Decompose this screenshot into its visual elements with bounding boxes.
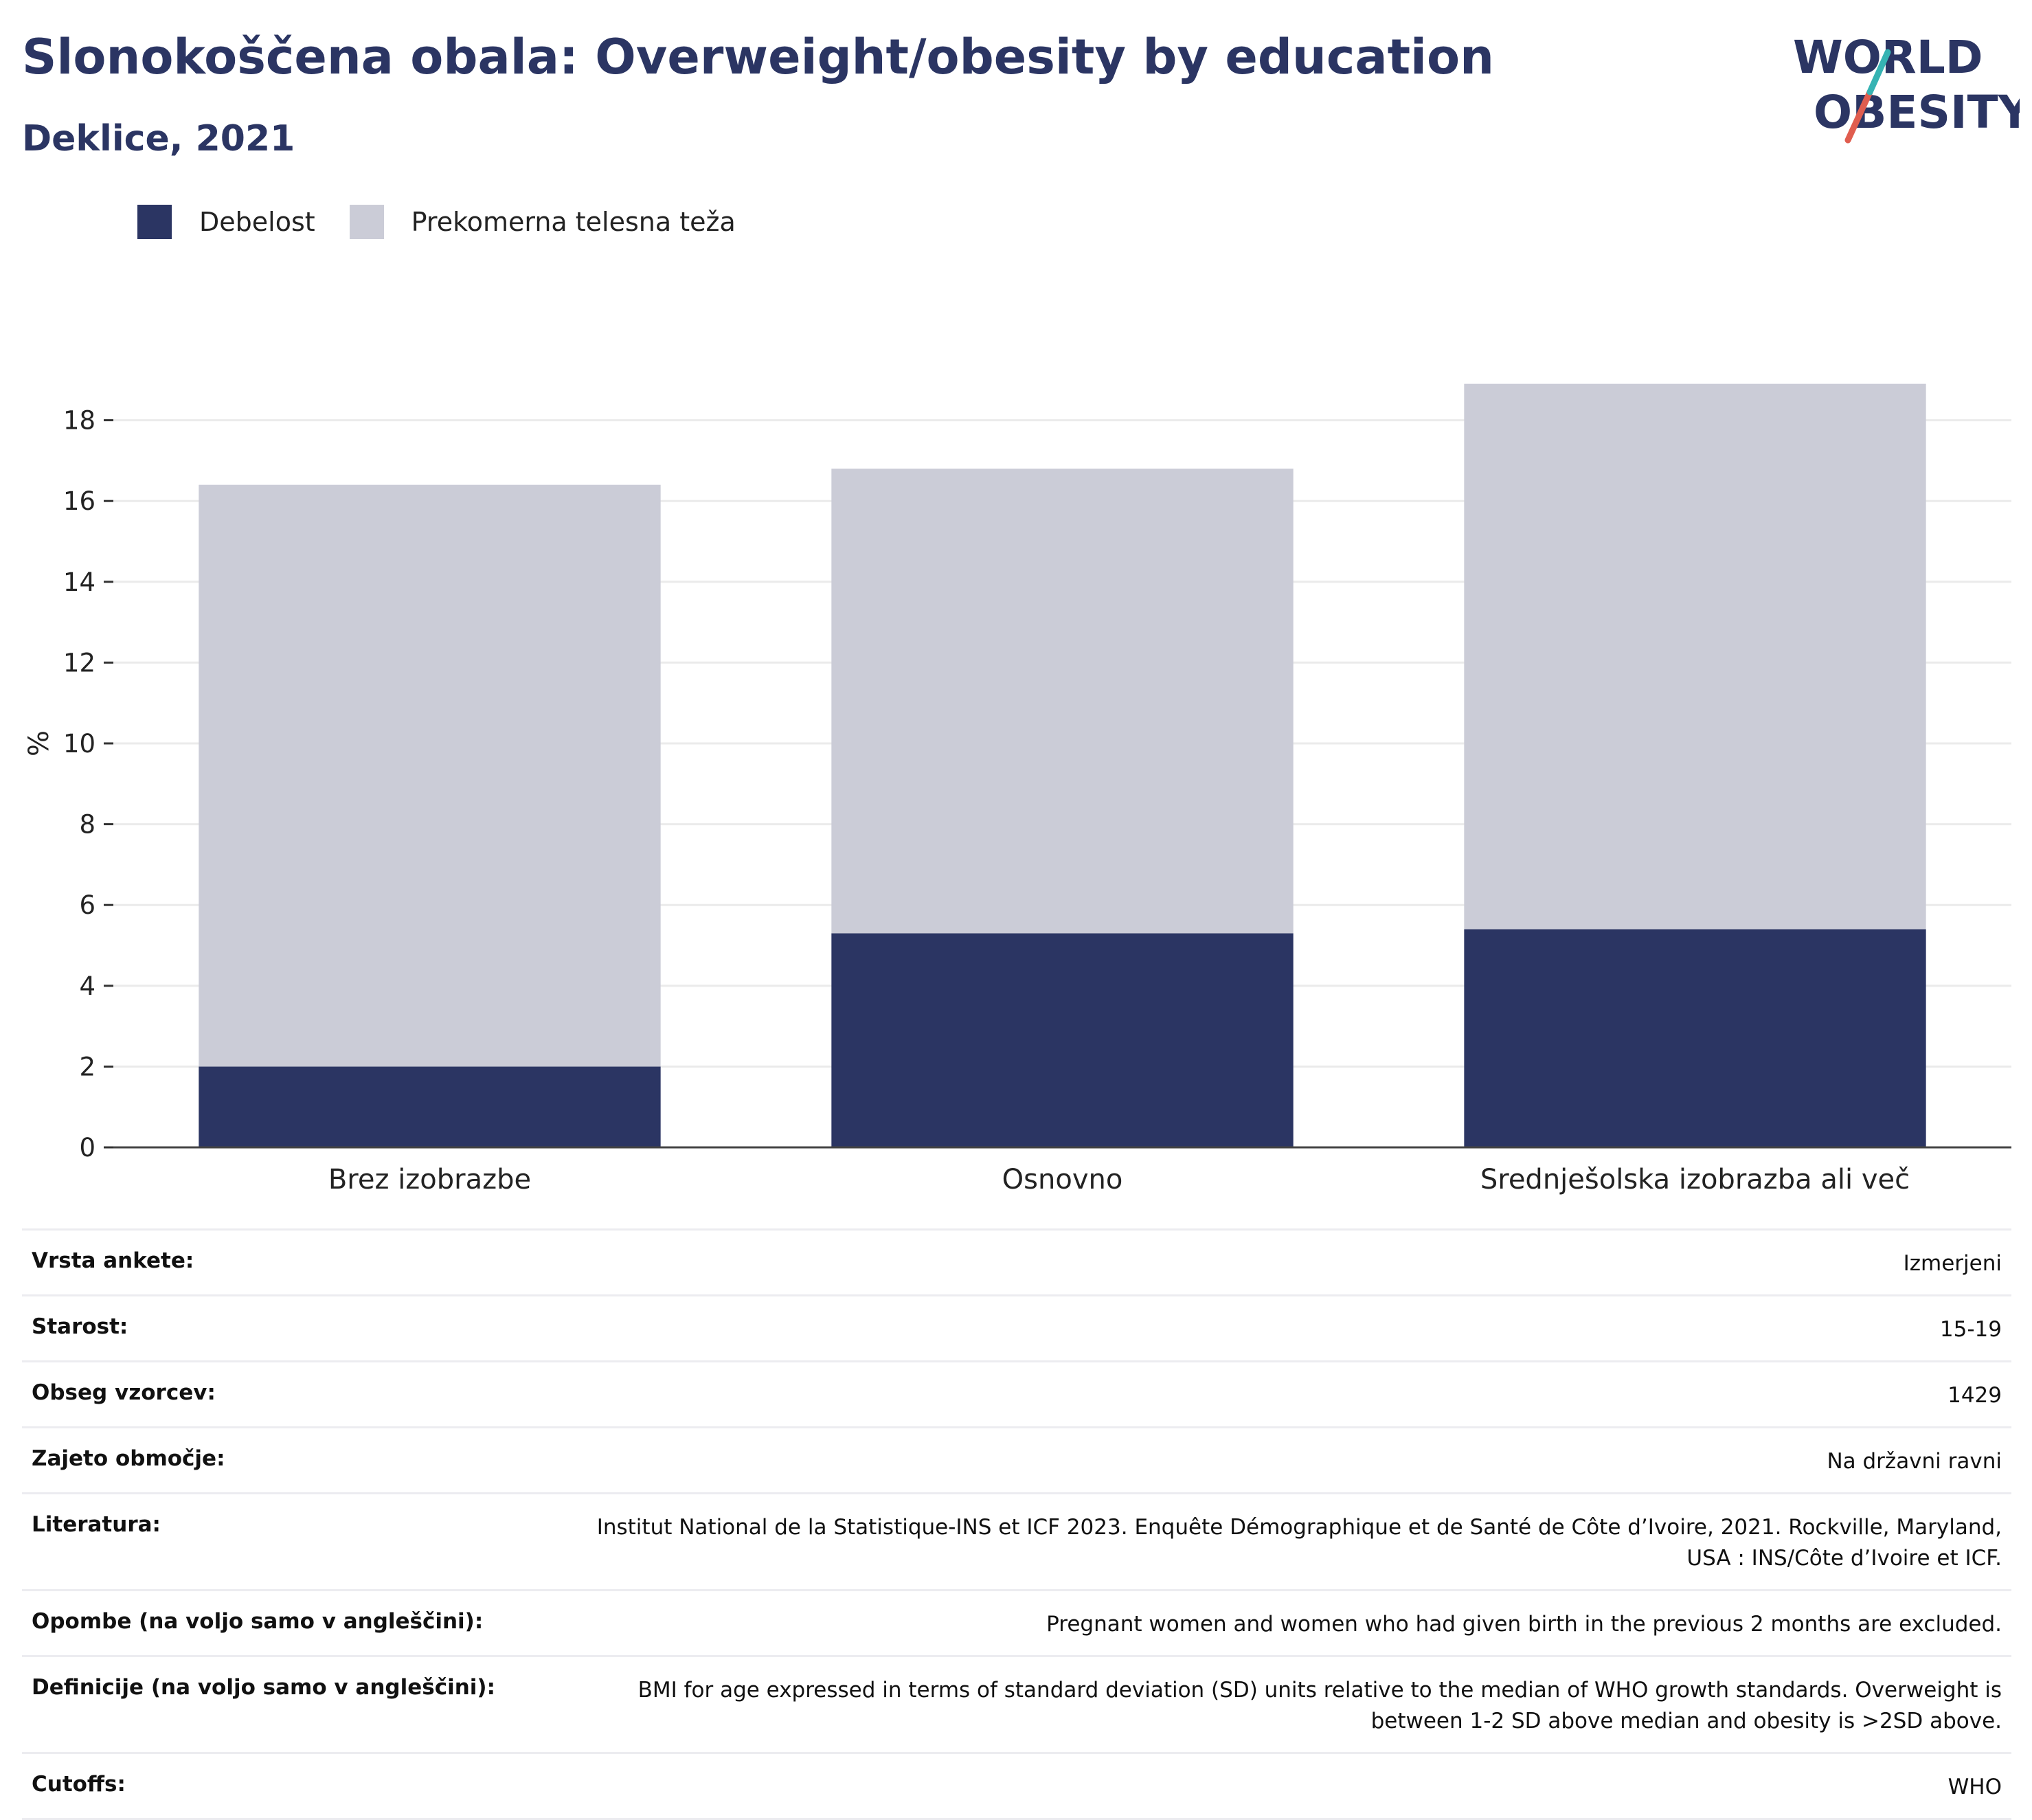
info-label: Starost: bbox=[32, 1314, 128, 1339]
legend-label-overweight: Prekomerna telesna teža bbox=[411, 207, 736, 237]
bar-prekomerna bbox=[831, 469, 1294, 934]
y-tick-label: 4 bbox=[79, 971, 95, 1001]
info-value: BMI for age expressed in terms of standa… bbox=[637, 1678, 2002, 1733]
bar-debelost bbox=[199, 1066, 661, 1147]
x-tick-label: Osnovno bbox=[1002, 1164, 1123, 1195]
chart-subtitle: Deklice, 2021 bbox=[22, 118, 295, 159]
survey-info-table: Vrsta ankete: Izmerjeni Starost: 15-19 Obseg… bbox=[22, 1228, 2011, 1820]
info-row: Obseg vzorcev: 1429 bbox=[22, 1360, 2011, 1426]
logo-line2: OBESITY bbox=[1814, 86, 2020, 139]
info-value: 1429 bbox=[1948, 1383, 2002, 1408]
info-value: Pregnant women and women who had given b… bbox=[1046, 1612, 2002, 1637]
chart-title: Slonokoščena obala: Overweight/obesity b… bbox=[22, 29, 1494, 85]
bar-prekomerna bbox=[199, 484, 661, 1067]
y-tick-label: 14 bbox=[63, 568, 95, 597]
x-tick-label: Srednješolska izobrazba ali več bbox=[1480, 1164, 1910, 1195]
info-row: Zajeto območje: Na državni ravni bbox=[22, 1426, 2011, 1492]
y-tick-label: 16 bbox=[63, 486, 95, 516]
info-label: Vrsta ankete: bbox=[32, 1248, 194, 1273]
stacked-bar-chart: 0 2 4 6 8 10 12 14 16 18% Brez izobrazbe Osnovno Sre… bbox=[23, 383, 2011, 1195]
y-tick-label: 12 bbox=[63, 648, 95, 677]
y-tick-label: 6 bbox=[79, 890, 95, 920]
info-label: Cutoffs: bbox=[32, 1772, 126, 1797]
info-label: Obseg vzorcev: bbox=[32, 1380, 216, 1405]
y-tick-label: 2 bbox=[79, 1052, 95, 1081]
world-obesity-logo: WORLD OBESITY bbox=[1793, 31, 2020, 144]
info-label: Zajeto območje: bbox=[32, 1446, 225, 1471]
y-tick-label: 10 bbox=[63, 729, 95, 759]
info-value: 15-19 bbox=[1939, 1317, 2002, 1342]
info-label: Definicije (na voljo samo v angleščini): bbox=[32, 1675, 495, 1700]
x-tick-label: Brez izobrazbe bbox=[328, 1164, 531, 1195]
logo-slash-red bbox=[1844, 89, 1873, 144]
info-row: Starost: 15-19 bbox=[22, 1294, 2011, 1360]
bar-prekomerna bbox=[1464, 383, 1926, 930]
y-tick-label: 8 bbox=[79, 810, 95, 840]
y-axis-label: % bbox=[23, 730, 55, 756]
y-tick-label: 0 bbox=[79, 1133, 95, 1162]
info-label: Opombe (na voljo samo v angleščini): bbox=[32, 1609, 484, 1634]
info-value: Institut National de la Statistique-INS … bbox=[596, 1515, 2002, 1571]
info-row: Definicije (na voljo samo v angleščini):… bbox=[22, 1655, 2011, 1752]
info-row: Literatura: Institut National de la Stati… bbox=[22, 1492, 2011, 1589]
info-row: Vrsta ankete: Izmerjeni bbox=[22, 1228, 2011, 1294]
bar-debelost bbox=[1464, 929, 1926, 1147]
info-row: Cutoffs: WHO bbox=[22, 1752, 2011, 1820]
legend-item-obesity[interactable]: Debelost bbox=[137, 205, 315, 239]
info-value: Na državni ravni bbox=[1827, 1449, 2002, 1474]
logo-slash-teal bbox=[1866, 49, 1891, 96]
info-value: Izmerjeni bbox=[1903, 1251, 2002, 1276]
legend-item-overweight[interactable]: Prekomerna telesna teža bbox=[349, 205, 736, 239]
info-label: Literatura: bbox=[32, 1512, 161, 1537]
legend-swatch-overweight bbox=[349, 205, 384, 239]
legend-swatch-obesity bbox=[137, 205, 172, 239]
chart-legend: Debelost Prekomerna telesna teža bbox=[137, 205, 770, 239]
legend-label-obesity: Debelost bbox=[199, 207, 315, 237]
info-row: Opombe (na voljo samo v angleščini): Preg… bbox=[22, 1589, 2011, 1655]
bar-debelost bbox=[831, 933, 1294, 1147]
y-tick-label: 18 bbox=[63, 406, 95, 436]
